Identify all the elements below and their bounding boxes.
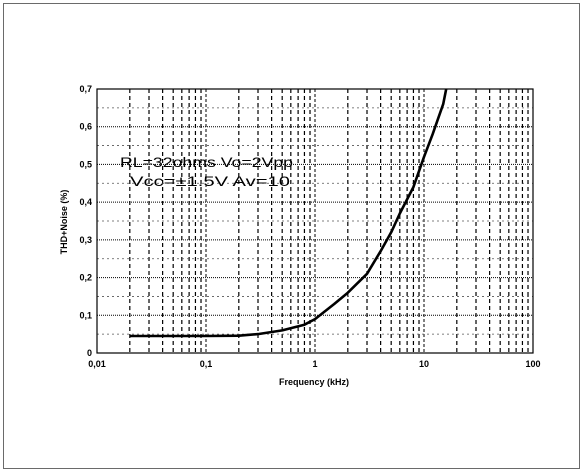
x-axis-title: Frequency (kHz) <box>279 377 349 387</box>
y-tick-label: 0,6 <box>79 122 92 132</box>
x-tick-label: 100 <box>525 359 540 369</box>
chart-frame: 0,01 0,1 1 10 100 0 0,1 0,2 0,3 0,4 0,5 0,6 0,7 RL=3… <box>3 3 580 469</box>
annotation-line-1: RL=32ohms Vo=2Vpp <box>120 154 293 170</box>
x-tick-label: 0,01 <box>88 359 106 369</box>
y-tick-label: 0,7 <box>79 84 92 94</box>
y-tick-label: 0,2 <box>79 273 92 283</box>
y-tick-label: 0 <box>87 348 92 358</box>
y-tick-label: 0,4 <box>79 197 92 207</box>
y-tick-label: 0,1 <box>79 310 92 320</box>
y-tick-label: 0,5 <box>79 159 92 169</box>
labels: RL=32ohms Vo=2Vpp Vcc=±1.5V Av=10 Freque… <box>59 154 349 387</box>
x-tick-label: 10 <box>419 359 429 369</box>
annotation-line-2: Vcc=±1.5V Av=10 <box>130 173 290 189</box>
plot-border <box>96 88 534 354</box>
series-line <box>129 88 448 338</box>
series <box>129 88 448 338</box>
x-tick-label: 1 <box>312 359 317 369</box>
axes: 0,01 0,1 1 10 100 0 0,1 0,2 0,3 0,4 0,5 0,6 0,7 <box>79 84 540 369</box>
y-tick-label: 0,3 <box>79 235 92 245</box>
y-axis-title: THD+Noise (%) <box>59 190 69 255</box>
thd-noise-chart: 0,01 0,1 1 10 100 0 0,1 0,2 0,3 0,4 0,5 0,6 0,7 RL=3… <box>59 84 541 387</box>
x-tick-label: 0,1 <box>200 359 213 369</box>
grid <box>97 89 533 353</box>
